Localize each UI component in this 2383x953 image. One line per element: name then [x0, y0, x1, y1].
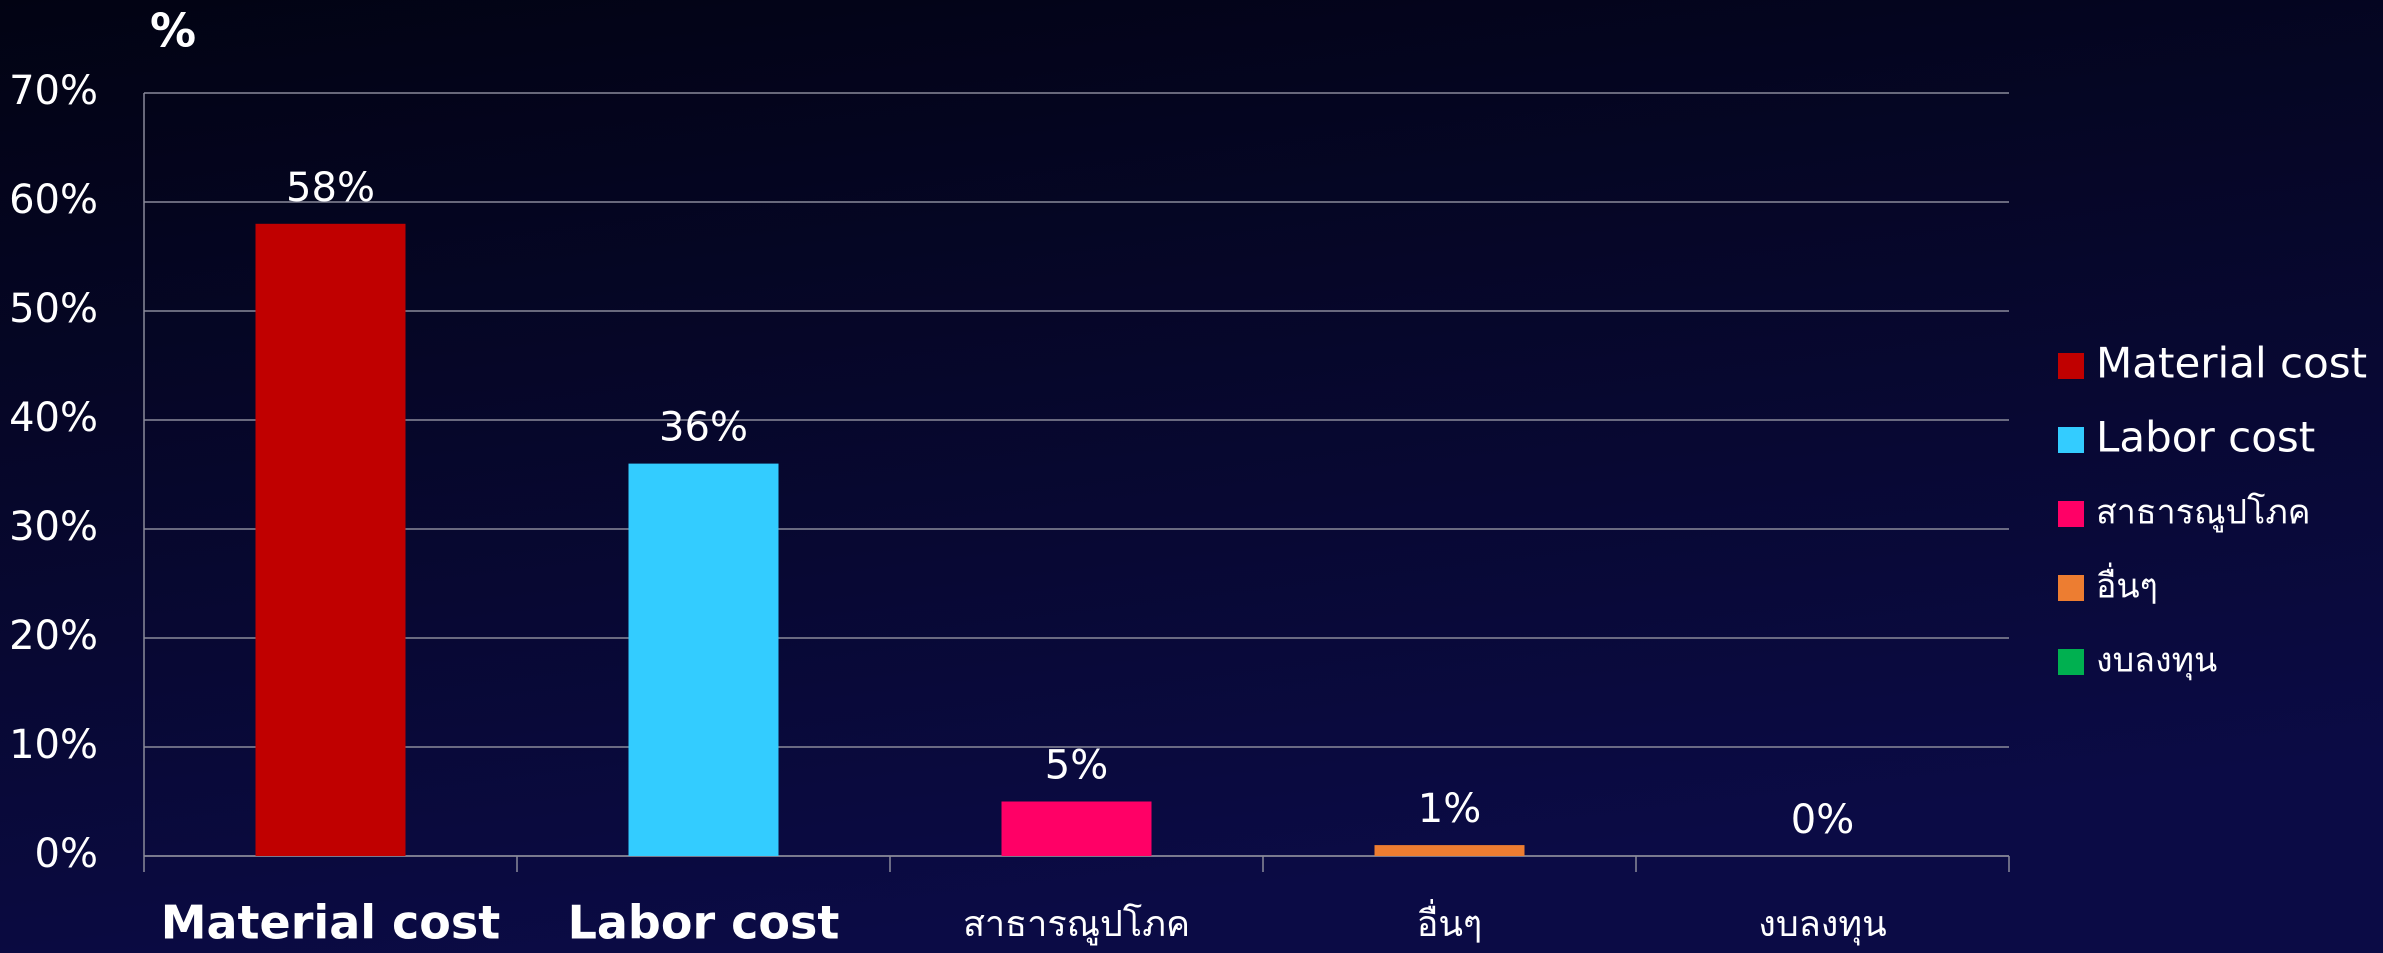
bar — [1374, 845, 1525, 856]
y-tick-label: 30% — [9, 504, 98, 550]
legend-swatch — [2058, 427, 2084, 453]
y-tick-label: 10% — [9, 722, 98, 768]
legend-swatch — [2058, 575, 2084, 601]
value-label: 5% — [1045, 743, 1108, 789]
legend-label: Material cost — [2096, 339, 2367, 388]
value-label: 58% — [286, 165, 375, 211]
x-tick-label: สาธารณูปโภค — [963, 903, 1190, 946]
bar — [1001, 801, 1152, 856]
legend-swatch — [2058, 353, 2084, 379]
x-tick-label: Labor cost — [568, 896, 840, 950]
value-label: 1% — [1418, 786, 1481, 832]
value-label: 36% — [659, 405, 748, 451]
y-tick-label: 60% — [9, 177, 98, 223]
x-tick-label: งบลงทุน — [1758, 904, 1886, 946]
y-tick-label: 70% — [9, 68, 98, 114]
y-tick-label: 20% — [9, 613, 98, 659]
legend-label: Labor cost — [2096, 413, 2315, 462]
legend-label: อื่นๆ — [2096, 563, 2158, 607]
x-tick-label: อื่นๆ — [1417, 899, 1483, 945]
legend-label: งบลงทุน — [2096, 641, 2217, 681]
legend-label: สาธารณูปโภค — [2096, 493, 2311, 533]
y-tick-label: 50% — [9, 286, 98, 332]
y-axis-title: % — [150, 4, 196, 58]
value-label: 0% — [1791, 797, 1854, 843]
y-tick-label: 40% — [9, 395, 98, 441]
x-tick-label: Material cost — [161, 896, 501, 950]
bar — [255, 223, 406, 857]
legend-swatch — [2058, 501, 2084, 527]
y-tick-label: 0% — [35, 831, 98, 877]
legend-swatch — [2058, 649, 2084, 675]
bar — [628, 463, 779, 856]
